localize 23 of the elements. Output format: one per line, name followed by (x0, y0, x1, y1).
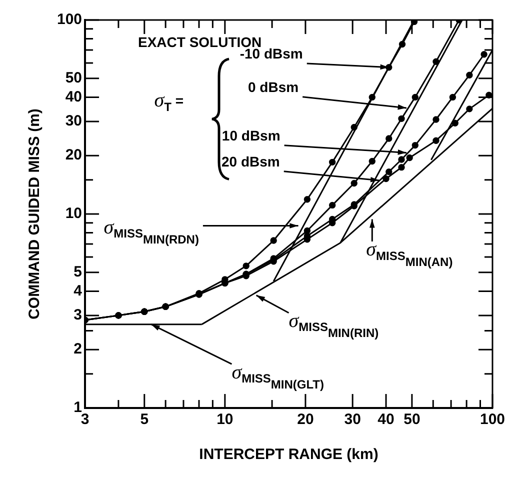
x-tick-label: 50 (404, 411, 420, 428)
y-tick-label: 100 (56, 11, 82, 28)
y-tick-label: 50 (65, 70, 82, 87)
y-tick-label: 30 (65, 112, 82, 130)
y-tick-label: 3 (74, 306, 82, 324)
y-tick-label: 20 (65, 146, 82, 164)
y-tick-label: 4 (74, 282, 83, 300)
y-tick-label: 5 (74, 264, 82, 281)
annotation: 10 dBsm (222, 127, 280, 144)
annotation: 20 dBsm (222, 153, 280, 170)
x-tick-label: 100 (480, 411, 505, 428)
y-axis-title: COMMAND GUIDED MISS (m) (26, 108, 44, 320)
x-tick-label: 10 (216, 411, 234, 428)
annotation: 0 dBsm (248, 78, 299, 95)
x-axis-title: INTERCEPT RANGE (km) (199, 446, 378, 464)
y-tick-label: 10 (65, 205, 82, 222)
x-tick-label: 5 (140, 411, 149, 428)
y-tick-label: 2 (74, 340, 82, 358)
x-tick-label: 20 (297, 411, 314, 428)
x-tick-label: 30 (344, 411, 361, 428)
y-tick-label: 1 (74, 399, 82, 416)
x-tick-label: 40 (378, 411, 394, 428)
y-tick-label: 40 (65, 88, 82, 106)
